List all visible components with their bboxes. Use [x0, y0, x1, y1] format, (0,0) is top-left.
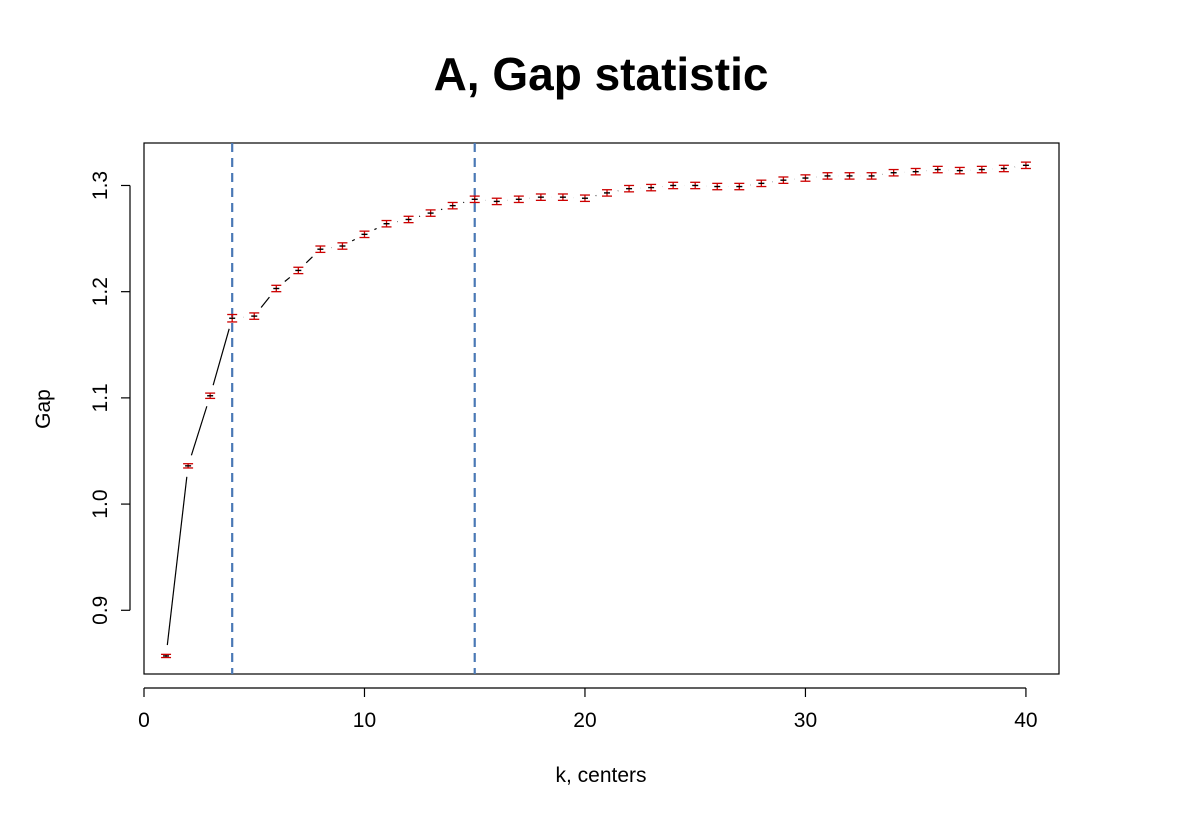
x-tick-label: 10	[353, 709, 376, 732]
y-axis-label: Gap	[32, 389, 55, 429]
data-point-k6	[271, 284, 282, 293]
data-point-k16	[491, 197, 502, 206]
x-tick-label: 0	[138, 709, 150, 732]
data-point-k9	[337, 242, 348, 250]
data-point-k12	[403, 215, 414, 224]
x-axis-label: k, centers	[555, 764, 646, 787]
data-point-k39	[998, 164, 1009, 173]
data-point-k36	[932, 165, 943, 174]
data-point-k29	[778, 176, 789, 185]
data-point-k30	[800, 174, 811, 182]
error-bars-layer	[161, 161, 1031, 659]
data-point-k7	[293, 266, 304, 275]
data-point-k18	[535, 193, 546, 201]
y-tick-label: 0.9	[89, 596, 112, 625]
data-point-k35	[910, 167, 921, 176]
x-axis: 0 10 20 30 40	[138, 687, 1038, 732]
x-tick-label: 40	[1014, 709, 1037, 732]
data-point-k2	[183, 463, 194, 469]
data-point-k23	[646, 183, 657, 192]
series-line-segment	[374, 227, 377, 231]
x-tick-label: 20	[573, 709, 596, 732]
y-tick-label: 1.3	[89, 171, 112, 200]
data-point-k3	[205, 392, 216, 400]
data-point-k22	[624, 184, 635, 193]
x-tick-label: 30	[794, 709, 817, 732]
series-line-segment	[166, 476, 188, 646]
data-point-k1	[161, 653, 172, 659]
data-point-k34	[888, 168, 899, 177]
series-line-segment	[305, 256, 313, 264]
data-point-k10	[359, 230, 370, 239]
data-point-k8	[315, 245, 326, 254]
series-line-segment	[351, 238, 356, 242]
y-tick-label: 1.1	[89, 383, 112, 412]
data-point-k20	[579, 194, 590, 203]
data-point-k33	[866, 172, 877, 180]
data-point-k28	[756, 179, 767, 188]
data-point-k32	[844, 172, 855, 180]
data-point-k17	[513, 195, 524, 204]
plot-frame	[143, 142, 1060, 675]
series-line-layer	[166, 166, 1016, 646]
y-tick-label: 1.0	[89, 489, 112, 518]
data-point-k4	[227, 313, 238, 323]
series-line-segment	[260, 296, 270, 308]
data-point-k19	[557, 193, 568, 201]
data-point-k5	[249, 312, 260, 320]
reference-lines	[231, 143, 476, 674]
chart-title: A, Gap statistic	[434, 48, 769, 100]
series-line-segment	[284, 276, 291, 282]
data-point-k13	[425, 209, 436, 217]
data-point-k27	[734, 182, 745, 191]
data-point-k14	[447, 201, 458, 210]
data-point-k38	[976, 165, 987, 174]
series-line-segment	[212, 328, 230, 386]
data-point-k11	[381, 219, 392, 228]
data-point-k25	[690, 181, 701, 190]
y-tick-label: 1.2	[89, 277, 112, 306]
data-point-k40	[1020, 161, 1031, 170]
data-point-k15	[469, 195, 480, 204]
data-point-k26	[712, 182, 723, 191]
data-point-k21	[602, 189, 613, 197]
data-point-k31	[822, 172, 833, 180]
data-point-k24	[668, 181, 679, 190]
series-line-segment	[190, 406, 208, 456]
data-point-k37	[954, 166, 965, 175]
y-axis: 0.9 1.0 1.1 1.2 1.3	[89, 171, 131, 625]
